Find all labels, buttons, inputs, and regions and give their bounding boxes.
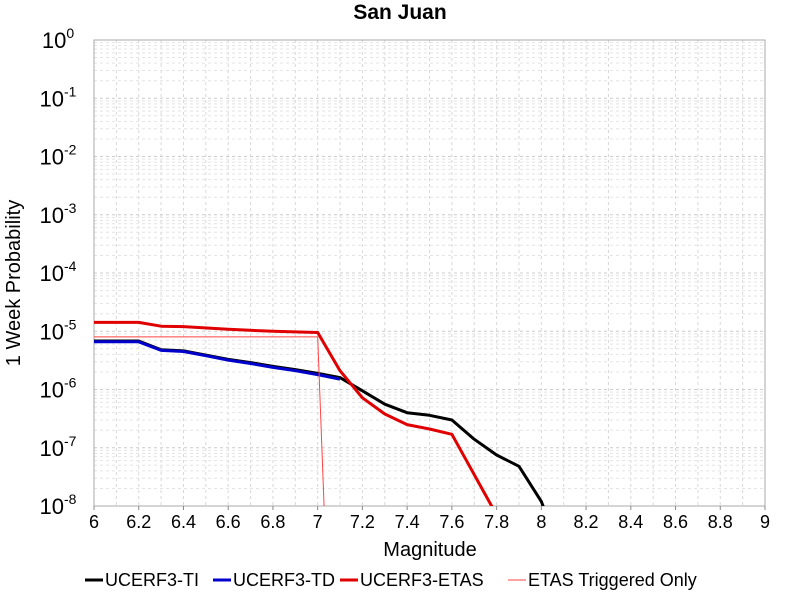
y-tick-label: 10-1 (40, 83, 77, 111)
x-tick-label: 7.4 (395, 512, 420, 532)
y-tick-label: 10-6 (40, 375, 77, 403)
y-tick-label: 10-4 (40, 258, 77, 286)
y-axis-label: 1 Week Probability (3, 200, 25, 366)
series-line-etas-triggered-only (94, 336, 325, 506)
x-axis-label: Magnitude (383, 539, 476, 561)
legend-label: UCERF3-TI (105, 570, 199, 590)
chart-title: San Juan (353, 1, 446, 24)
x-tick-label: 8.4 (618, 512, 643, 532)
series-group (94, 320, 545, 506)
x-tick-label: 8 (536, 512, 546, 532)
x-tick-label: 6.4 (171, 512, 196, 532)
x-ticks: 6 6.2 6.4 6.6 6.8 7 7.2 7.4 7.6 7.8 8 8.2 8.4 8.6 8.8 9 (89, 506, 770, 532)
y-tick-label: 10-2 (40, 142, 77, 170)
legend: UCERF3-TI UCERF3-TD UCERF3-ETAS ETAS Trigge… (85, 570, 697, 590)
y-tick-label: 10-7 (40, 433, 77, 461)
x-tick-label: 7 (313, 512, 323, 532)
x-tick-label: 8.6 (663, 512, 688, 532)
x-tick-label: 6.6 (216, 512, 241, 532)
x-tick-label: 6.2 (126, 512, 151, 532)
legend-label: ETAS Triggered Only (528, 570, 697, 590)
y-tick-label: 10-8 (40, 491, 77, 519)
y-tick-label: 10-5 (40, 316, 77, 344)
x-tick-label: 7.8 (484, 512, 509, 532)
x-tick-label: 8.2 (574, 512, 599, 532)
x-tick-label: 7.6 (439, 512, 464, 532)
grid (93, 40, 766, 507)
x-tick-label: 9 (760, 512, 770, 532)
series-line-ucerf3-etas (94, 320, 494, 506)
legend-label: UCERF3-ETAS (360, 570, 484, 590)
x-tick-label: 7.2 (350, 512, 375, 532)
x-tick-label: 6 (89, 512, 99, 532)
legend-label: UCERF3-TD (233, 570, 335, 590)
x-tick-label: 8.8 (708, 512, 733, 532)
plot-frame (93, 39, 766, 507)
y-tick-label: 100 (42, 25, 74, 53)
y-tick-label: 10-3 (40, 200, 77, 228)
y-ticks: 100 10-1 10-2 10-3 10-4 10-5 10-6 10-7 10-8 (40, 25, 77, 519)
series-line-ucerf3-td (94, 340, 341, 381)
x-tick-label: 6.8 (260, 512, 285, 532)
